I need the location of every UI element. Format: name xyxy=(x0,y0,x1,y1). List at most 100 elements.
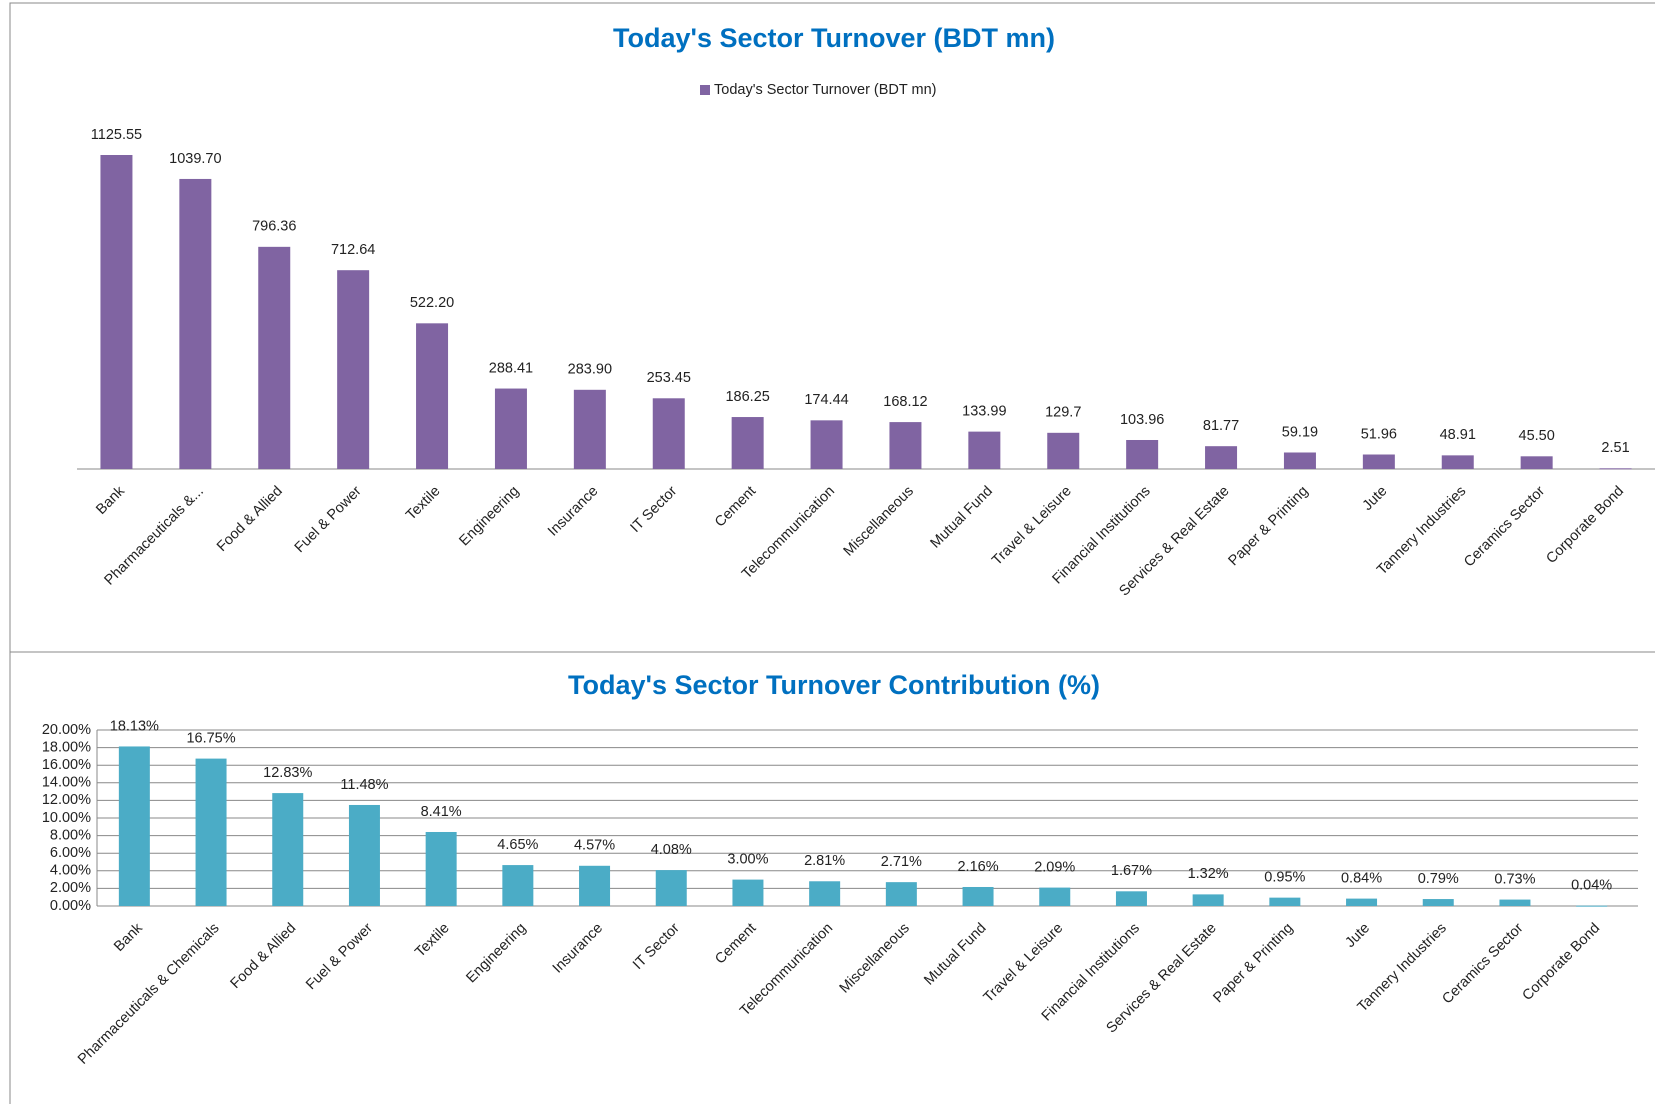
bar xyxy=(1441,455,1474,469)
chart-frame xyxy=(9,651,1655,1104)
bar xyxy=(1346,898,1378,906)
data-label: 1125.55 xyxy=(91,127,142,143)
bar xyxy=(425,831,457,906)
x-tick-label: Ceramics Sector xyxy=(1439,920,1526,1007)
bar xyxy=(655,870,687,906)
x-tick-label: Fuel & Power xyxy=(303,920,376,993)
bar xyxy=(579,865,611,906)
data-label: 133.99 xyxy=(962,403,1006,419)
data-label: 18.13% xyxy=(110,718,159,734)
x-tick-label: Jute xyxy=(1342,920,1373,951)
data-label: 12.83% xyxy=(263,765,312,781)
data-label: 522.20 xyxy=(410,295,454,311)
data-label: 0.84% xyxy=(1341,870,1382,886)
bar xyxy=(1269,897,1301,906)
bar xyxy=(573,389,606,469)
x-tick-label: Mutual Fund xyxy=(921,920,989,988)
x-tick-label: Insurance xyxy=(550,920,606,976)
bar xyxy=(809,881,841,906)
x-tick-label: Tannery Industries xyxy=(1374,483,1469,578)
data-label: 1.32% xyxy=(1188,866,1229,882)
y-tick-label: 16.00% xyxy=(42,757,91,773)
data-label: 2.51 xyxy=(1601,440,1629,456)
data-label: 4.08% xyxy=(651,842,692,858)
bar xyxy=(272,793,304,906)
data-label: 1.67% xyxy=(1111,863,1152,879)
x-tick-label: Textile xyxy=(412,920,452,960)
x-tick-label: Fuel & Power xyxy=(292,483,365,556)
data-label: 0.73% xyxy=(1494,871,1535,887)
x-tick-label: Cement xyxy=(712,920,759,967)
data-label: 51.96 xyxy=(1361,426,1397,442)
bar xyxy=(810,420,843,469)
bar xyxy=(962,886,994,906)
x-tick-label: Pharmaceuticals & Chemicals xyxy=(75,920,223,1068)
bar xyxy=(1205,446,1238,469)
data-label: 45.50 xyxy=(1519,428,1555,444)
bar xyxy=(118,746,150,906)
x-tick-label: IT Sector xyxy=(628,483,681,536)
y-tick-label: 10.00% xyxy=(42,810,91,826)
bar xyxy=(1520,456,1553,469)
bar xyxy=(348,804,380,906)
x-tick-label: Miscellaneous xyxy=(837,920,913,996)
x-tick-label: Travel & Leisure xyxy=(981,920,1067,1006)
data-label: 81.77 xyxy=(1203,418,1239,434)
data-label: 16.75% xyxy=(186,730,235,746)
y-tick-label: 4.00% xyxy=(50,863,91,879)
bar xyxy=(494,388,527,469)
y-tick-label: 0.00% xyxy=(50,898,91,914)
bar xyxy=(652,398,685,469)
bar xyxy=(731,417,764,469)
y-tick-label: 18.00% xyxy=(42,739,91,755)
bar xyxy=(100,155,133,469)
data-label: 4.65% xyxy=(497,837,538,853)
data-label: 0.95% xyxy=(1264,869,1305,885)
x-tick-label: Corporate Bond xyxy=(1519,920,1603,1004)
data-label: 59.19 xyxy=(1282,424,1318,440)
legend-swatch xyxy=(700,85,710,95)
bar xyxy=(968,431,1001,469)
bar xyxy=(502,865,534,906)
x-tick-label: Mutual Fund xyxy=(928,483,996,551)
x-tick-label: Paper & Printing xyxy=(1226,483,1312,569)
x-tick-label: Travel & Leisure xyxy=(989,483,1075,569)
x-tick-label: Corporate Bond xyxy=(1543,483,1627,567)
x-tick-label: Engineering xyxy=(456,483,522,549)
y-tick-label: 14.00% xyxy=(42,775,91,791)
x-tick-label: Ceramics Sector xyxy=(1461,483,1548,570)
data-label: 796.36 xyxy=(252,219,296,235)
data-label: 283.90 xyxy=(568,362,612,378)
data-label: 168.12 xyxy=(883,394,927,410)
x-tick-label: Engineering xyxy=(463,920,529,986)
legend-label: Today's Sector Turnover (BDT mn) xyxy=(714,82,937,98)
data-label: 1039.70 xyxy=(169,151,221,167)
x-tick-label: Bank xyxy=(111,920,146,955)
data-label: 712.64 xyxy=(331,242,375,258)
data-label: 48.91 xyxy=(1440,427,1476,443)
bar xyxy=(195,758,227,906)
y-tick-label: 12.00% xyxy=(42,792,91,808)
bar xyxy=(885,882,917,906)
bar xyxy=(179,178,212,469)
bar xyxy=(337,270,370,469)
bar xyxy=(1283,452,1316,469)
data-label: 186.25 xyxy=(725,389,769,405)
x-tick-label: Paper & Printing xyxy=(1210,920,1296,1006)
x-tick-label: Food & Allied xyxy=(214,483,286,555)
y-tick-label: 8.00% xyxy=(50,827,91,843)
data-label: 2.71% xyxy=(881,854,922,870)
bar xyxy=(1422,899,1454,906)
bar xyxy=(1576,905,1608,907)
x-tick-label: Miscellaneous xyxy=(841,483,917,559)
y-tick-label: 6.00% xyxy=(50,845,91,861)
data-label: 103.96 xyxy=(1120,412,1164,428)
data-label: 3.00% xyxy=(727,851,768,867)
bar xyxy=(1047,432,1080,469)
data-label: 174.44 xyxy=(804,392,848,408)
data-label: 4.57% xyxy=(574,838,615,854)
bar xyxy=(1126,439,1159,469)
x-tick-label: IT Sector xyxy=(630,920,683,973)
bar xyxy=(1039,887,1071,906)
